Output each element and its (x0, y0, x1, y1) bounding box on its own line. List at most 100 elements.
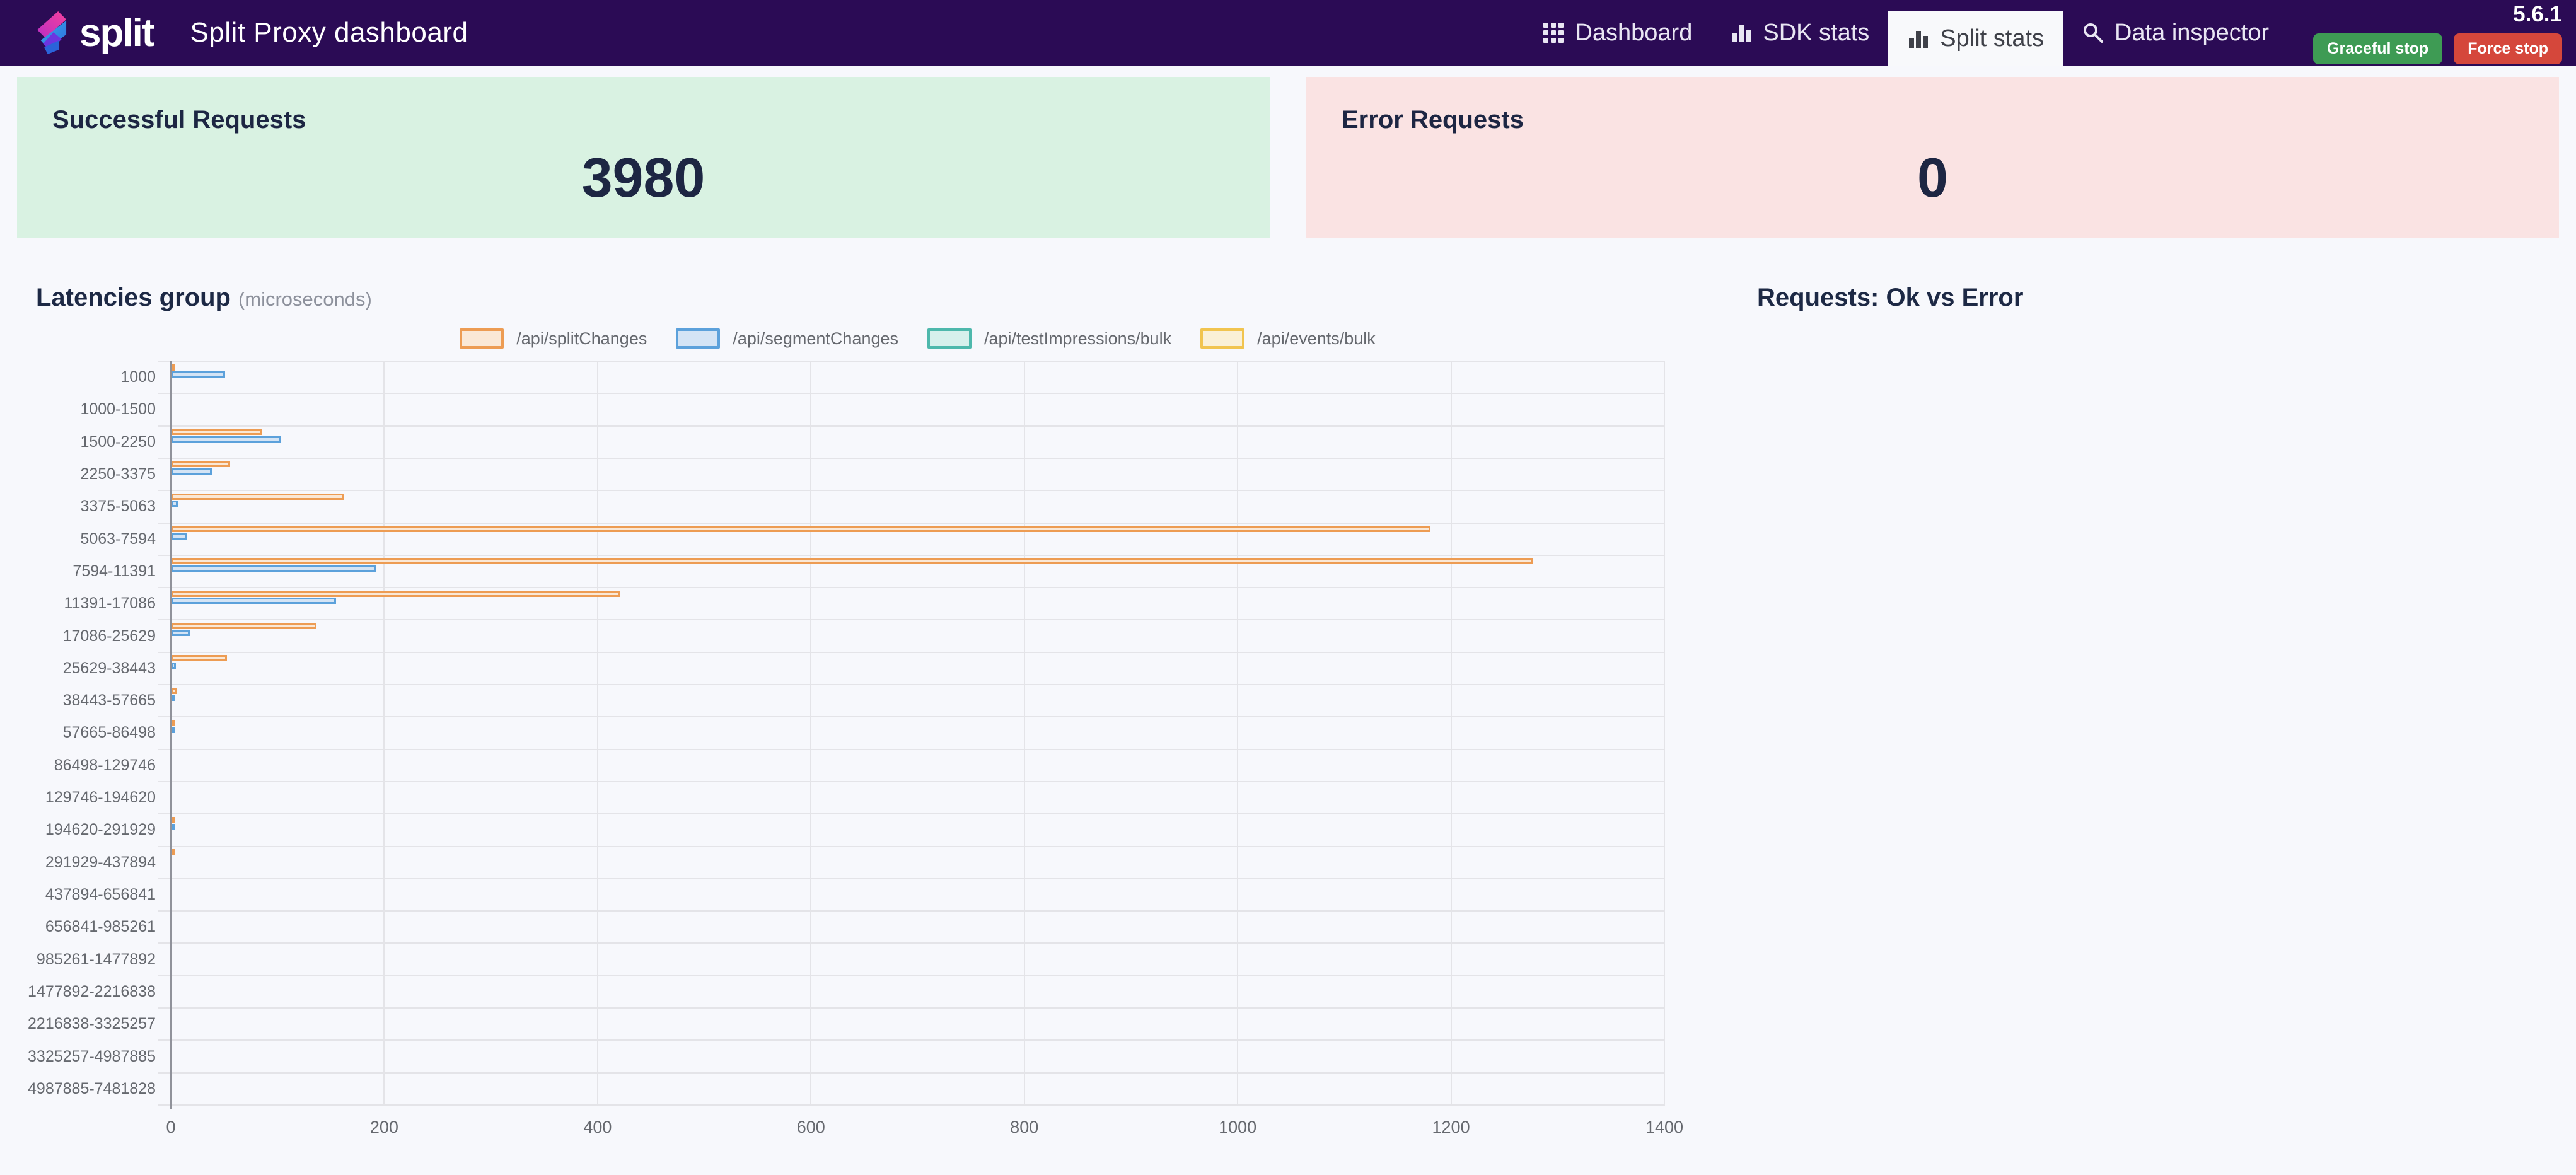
grid-line-horizontal (158, 1104, 1665, 1106)
grid-line-horizontal (158, 845, 1665, 847)
nav-item-sdk-stats[interactable]: SDK stats (1711, 0, 1888, 66)
bar (171, 558, 1533, 565)
y-axis-label: 3375-5063 (80, 497, 156, 516)
y-axis-label: 194620-291929 (45, 821, 156, 839)
bar (171, 662, 176, 669)
error-requests-card: Error Requests 0 (1306, 77, 2559, 238)
bar-chart-icon (1909, 31, 1929, 48)
bar (171, 849, 175, 856)
y-axis-label: 1000-1500 (80, 400, 156, 419)
bar (171, 526, 1430, 533)
search-icon (2084, 23, 2104, 43)
grid-line-horizontal (158, 975, 1665, 976)
grid-line-vertical (596, 361, 598, 1105)
grid-line-horizontal (158, 554, 1665, 556)
legend-label: /api/splitChanges (516, 328, 647, 348)
y-axis-label: 1000 (120, 368, 156, 386)
legend-label: /api/events/bulk (1257, 328, 1376, 348)
requests-title: Requests: Ok vs Error (1757, 284, 2024, 311)
nav-item-label: Dashboard (1575, 19, 1693, 46)
bar (171, 622, 317, 629)
bar (171, 501, 178, 507)
split-logo-icon (37, 11, 67, 54)
grid-line-vertical (1450, 361, 1452, 1105)
grid-line-horizontal (158, 716, 1665, 718)
y-axis-label: 57665-86498 (62, 724, 156, 742)
bar (171, 630, 190, 637)
grid-line-horizontal (158, 522, 1665, 524)
y-axis-label: 3325257-4987885 (28, 1047, 156, 1065)
x-axis-label: 400 (583, 1118, 612, 1137)
y-axis-label: 985261-1477892 (36, 950, 156, 968)
error-requests-title: Error Requests (1342, 106, 1524, 134)
grid-line-horizontal (158, 361, 1665, 362)
force-stop-button[interactable]: Force stop (2454, 33, 2562, 64)
bar (171, 824, 175, 831)
grid-icon (1543, 23, 1564, 43)
legend-swatch (676, 328, 721, 349)
brand-wordmark: split (79, 11, 154, 55)
legend-item[interactable]: /api/splitChanges (460, 328, 647, 349)
bar (171, 590, 620, 597)
grid-line-horizontal (158, 813, 1665, 815)
bar (171, 461, 231, 468)
y-axis-label: 2250-3375 (80, 465, 156, 483)
grid-line-horizontal (158, 942, 1665, 944)
bar (171, 719, 175, 726)
y-axis-label: 11391-17086 (64, 594, 156, 613)
y-axis-label: 5063-7594 (80, 530, 156, 548)
y-axis-label: 291929-437894 (45, 853, 156, 871)
latencies-chart[interactable]: 0 200 400 600 800 1000 1200 1400 1000 1000-1500 15… (28, 361, 1683, 1137)
grid-line-vertical (810, 361, 812, 1105)
legend-swatch (460, 328, 504, 349)
legend-swatch (1200, 328, 1245, 349)
successful-requests-value: 3980 (581, 146, 705, 209)
bar (171, 429, 262, 436)
requests-panel: Requests: Ok vs Error (1713, 284, 2559, 1105)
header-actions: 5.6.1 Graceful stop Force stop (2313, 2, 2562, 64)
x-axis-label: 800 (1010, 1118, 1039, 1137)
main-nav: Dashboard SDK stats Split stats Da (1523, 0, 2288, 66)
y-axis-label: 129746-194620 (45, 789, 156, 807)
y-axis-label: 7594-11391 (73, 562, 156, 580)
bar (171, 468, 212, 475)
y-axis-label: 4987885-7481828 (28, 1079, 156, 1097)
nav-item-label: SDK stats (1763, 19, 1870, 46)
summary-cards: Successful Requests 3980 Error Requests … (17, 77, 2559, 238)
bar (171, 598, 336, 605)
grid-line-horizontal (158, 1007, 1665, 1009)
y-axis-label: 17086-25629 (62, 627, 156, 645)
nav-item-label: Split stats (1940, 25, 2045, 52)
x-axis-label: 600 (796, 1118, 825, 1137)
grid-line-vertical (1023, 361, 1025, 1105)
error-requests-value: 0 (1917, 146, 1948, 209)
nav-item-split-stats[interactable]: Split stats (1888, 11, 2063, 66)
bar (171, 436, 281, 443)
bar (171, 565, 376, 572)
nav-item-label: Data inspector (2115, 19, 2270, 46)
y-axis-label: 38443-57665 (62, 692, 156, 710)
grid-line-horizontal (158, 910, 1665, 912)
bar-chart-icon (1732, 25, 1751, 42)
legend-item[interactable]: /api/segmentChanges (676, 328, 898, 349)
grid-line-horizontal (158, 393, 1665, 395)
graceful-stop-button[interactable]: Graceful stop (2313, 33, 2443, 64)
version-label: 5.6.1 (2513, 1, 2562, 26)
bar (171, 533, 187, 540)
page-title: Split Proxy dashboard (190, 17, 468, 48)
legend-item[interactable]: /api/events/bulk (1200, 328, 1376, 349)
grid-line-horizontal (158, 780, 1665, 782)
nav-item-dashboard[interactable]: Dashboard (1523, 0, 1711, 66)
legend-item[interactable]: /api/testImpressions/bulk (927, 328, 1171, 349)
nav-item-data-inspector[interactable]: Data inspector (2063, 0, 2288, 66)
axis-line (170, 361, 172, 1109)
grid-line-horizontal (158, 877, 1665, 879)
y-axis-label: 656841-985261 (45, 918, 156, 936)
bar (171, 687, 177, 694)
grid-line-horizontal (158, 1072, 1665, 1074)
grid-line-horizontal (158, 619, 1665, 621)
grid-line-horizontal (158, 425, 1665, 427)
y-axis-label: 25629-38443 (62, 659, 156, 677)
bar (171, 727, 175, 734)
latencies-title: Latencies group (microseconds) (36, 284, 372, 311)
